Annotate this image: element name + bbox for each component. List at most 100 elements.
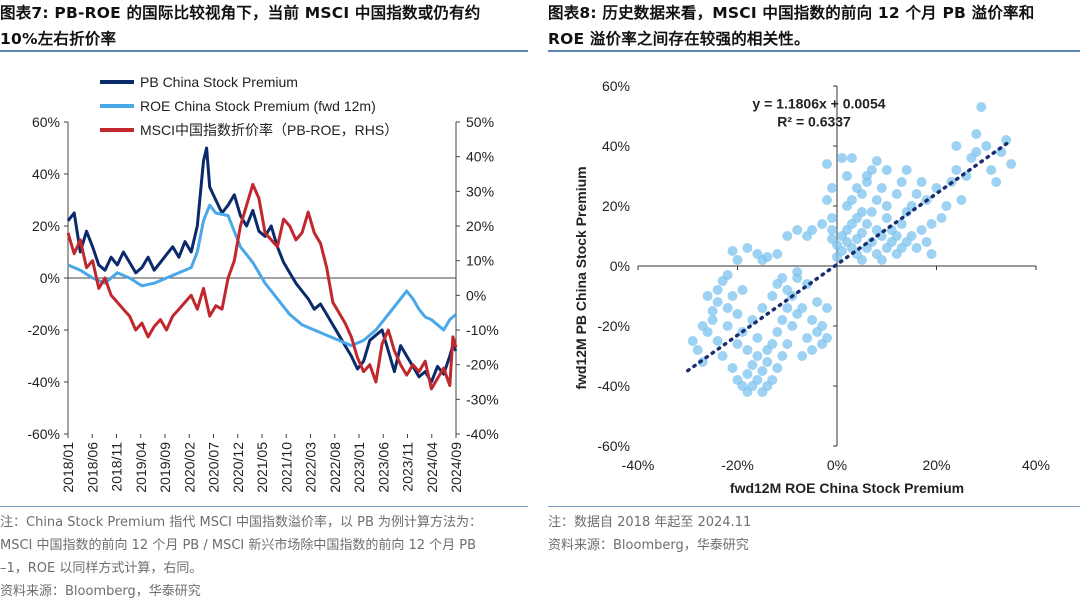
scatter-point (981, 141, 992, 151)
left-footnote-line1: 注：China Stock Premium 指代 MSCI 中国指数溢价率，以 … (0, 515, 483, 530)
y-tick-label: -20% (597, 318, 630, 334)
scatter-point (732, 309, 743, 319)
legend-label-1: PB China Stock Premium (140, 74, 298, 90)
y-tick-label: 20% (602, 198, 630, 214)
scatter-point (727, 291, 738, 301)
y-right-tick-label: 40% (466, 149, 494, 165)
series-line-2 (67, 203, 457, 348)
scatter-point (802, 333, 813, 343)
right-source: 资料来源：Bloomberg，华泰研究 (548, 538, 749, 553)
trend-line (686, 138, 1013, 373)
y-right-tick-label: -30% (466, 391, 499, 407)
scatter-point (1006, 159, 1017, 169)
x-tick-label: 20% (922, 457, 950, 473)
x-tick-label: 2019/04 (133, 442, 149, 493)
scatter-point (707, 306, 718, 316)
legend-label-2: ROE China Stock Premium (fwd 12m) (140, 98, 376, 114)
scatter-point (792, 267, 803, 277)
left-source: 资料来源：Bloomberg，华泰研究 (0, 584, 201, 599)
scatter-point (752, 351, 763, 361)
right-footnote-line1: 注：数据自 2018 年起至 2024.11 (548, 515, 752, 530)
scatter-point (911, 189, 922, 199)
scatter-point (807, 315, 818, 325)
left-title-rule (0, 50, 528, 52)
y-right-tick-label: 10% (466, 253, 494, 269)
x-tick-label: 2024/04 (424, 442, 440, 493)
left-footnote: 注：China Stock Premium 指代 MSCI 中国指数溢价率，以 … (0, 511, 528, 603)
y-right-tick-label: 0% (466, 287, 486, 303)
scatter-point (762, 357, 773, 367)
scatter-point (911, 243, 922, 253)
scatter-point (881, 213, 892, 223)
scatter-point (842, 171, 852, 181)
scatter-point (991, 177, 1002, 187)
scatter-point (856, 207, 867, 217)
scatter-point (742, 369, 753, 379)
scatter-point (856, 228, 867, 238)
scatter-point (876, 255, 887, 265)
scatter-point (727, 363, 738, 373)
scatter-point (822, 303, 832, 313)
scatter-point (767, 291, 778, 301)
x-tick-label: 2022/03 (303, 442, 319, 493)
left-title-line1: 图表7: PB-ROE 的国际比较视角下，当前 MSCI 中国指数或仍有约 (0, 4, 481, 22)
scatter-point (717, 351, 728, 361)
scatter-point (797, 303, 808, 313)
scatter-point (817, 321, 828, 331)
scatter-point (861, 171, 872, 181)
scatter-point (1001, 135, 1012, 145)
scatter-point (827, 213, 837, 223)
x-tick-label: 2024/09 (448, 442, 464, 493)
left-footnote-line3: –1，ROE 以同样方式计算，右同。 (0, 561, 203, 576)
scatter-point (856, 255, 867, 265)
scatter-point (926, 219, 937, 229)
scatter-point (837, 246, 847, 256)
scatter-point (921, 237, 932, 247)
scatter-point (752, 375, 763, 385)
scatter-point (752, 333, 763, 343)
x-tick-label: 2023/01 (351, 442, 367, 493)
scatter-point (822, 333, 832, 343)
scatter-point (727, 246, 738, 256)
scatter-point (906, 231, 917, 241)
scatter-point (896, 219, 907, 229)
scatter-point (861, 219, 872, 229)
scatter-point (757, 303, 768, 313)
right-title-line1: 图表8: 历史数据来看，MSCI 中国指数的前向 12 个月 PB 溢价率和 (548, 4, 1035, 22)
left-footnote-line2: MSCI 中国指数的前向 12 个月 PB / MSCI 新兴市场除中国指数的前… (0, 538, 477, 553)
y-right-tick-label: -40% (466, 426, 499, 442)
scatter-point (827, 183, 837, 193)
scatter-point (876, 183, 887, 193)
scatter-point (712, 297, 723, 307)
scatter-point (956, 195, 967, 205)
scatter-point (712, 336, 723, 346)
y-left-tick-label: 20% (32, 218, 60, 234)
y-left-tick-label: 0% (40, 270, 60, 286)
scatter-point (702, 291, 713, 301)
scatter-point (792, 225, 803, 235)
scatter-point (822, 195, 832, 205)
y-tick-label: 40% (602, 138, 630, 154)
x-tick-label: 0% (827, 457, 847, 473)
x-tick-label: 2022/08 (327, 442, 343, 493)
scatter-point (772, 249, 783, 259)
scatter-chart: 60% 40% 20% 0% -20% -40% -60% -40% -20% 0% 20% 40% y… (573, 78, 1050, 496)
scatter-point (807, 345, 818, 355)
x-tick-label: 2019/09 (157, 442, 173, 493)
scatter-point (986, 165, 997, 175)
scatter-point (936, 213, 947, 223)
scatter-point (812, 297, 823, 307)
scatter-point (926, 249, 937, 259)
scatter-point (747, 360, 758, 370)
scatter-point (777, 273, 788, 283)
legend-label-3: MSCI中国指数折价率（PB-ROE，RHS） (140, 122, 398, 138)
left-footnote-rule (0, 506, 528, 507)
scatter-point (772, 363, 783, 373)
y-left-tick-label: 60% (32, 114, 60, 130)
y-tick-label: 0% (610, 258, 630, 274)
x-tick-label: 2018/01 (60, 442, 76, 493)
right-footnote: 注：数据自 2018 年起至 2024.11 资料来源：Bloomberg，华泰… (548, 511, 1080, 557)
x-tick-label: 2023/11 (400, 442, 416, 492)
right-footnote-rule (548, 506, 1080, 507)
regression-equation: y = 1.1806x + 0.0054 (752, 96, 885, 112)
